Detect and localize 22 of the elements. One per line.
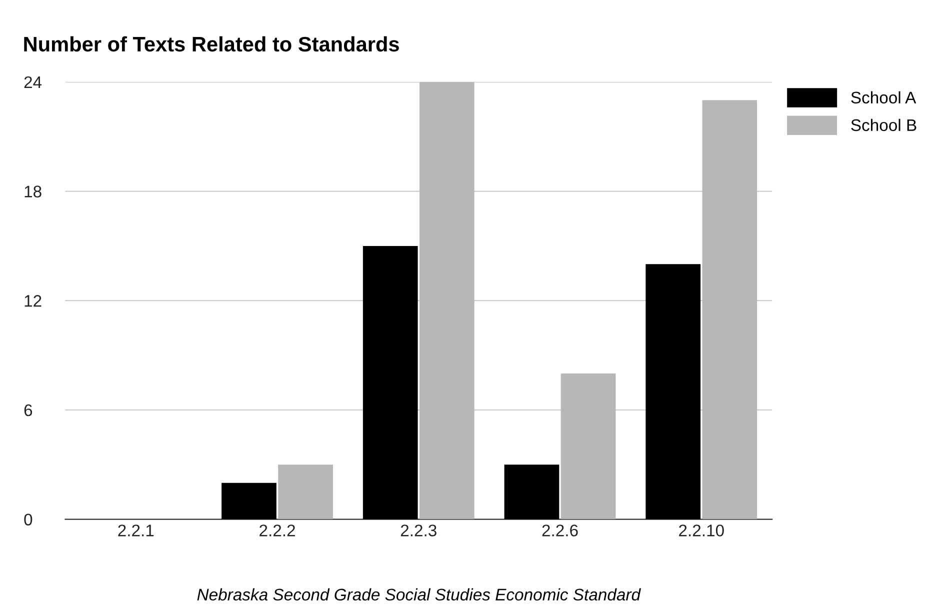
bar <box>362 246 418 520</box>
x-tick-label: 2.2.1 <box>118 524 154 536</box>
bar <box>702 100 758 520</box>
y-tick-label: 6 <box>24 404 32 416</box>
x-tick-label: 2.2.3 <box>400 524 436 536</box>
x-tick-label: 2.2.2 <box>260 524 295 536</box>
y-tick-label: 18 <box>24 186 42 198</box>
y-tick-label: 0 <box>24 514 32 526</box>
x-tick-label: 2.2.6 <box>542 524 578 536</box>
bar <box>646 264 701 520</box>
x-tick-label: 2.2.10 <box>679 524 724 536</box>
bar <box>278 464 333 520</box>
legend-label: School A <box>851 91 916 104</box>
bar <box>419 82 474 520</box>
x-axis-title: Nebraska Second Grade Social Studies Economic Standard <box>197 588 641 601</box>
bar <box>504 464 560 520</box>
bar <box>560 374 616 520</box>
bar <box>222 482 276 520</box>
y-tick-label: 12 <box>24 295 42 307</box>
legend-label: School B <box>851 118 916 132</box>
y-tick-label: 24 <box>24 76 42 88</box>
chart-title: Number of Texts Related to Standards <box>24 36 399 52</box>
